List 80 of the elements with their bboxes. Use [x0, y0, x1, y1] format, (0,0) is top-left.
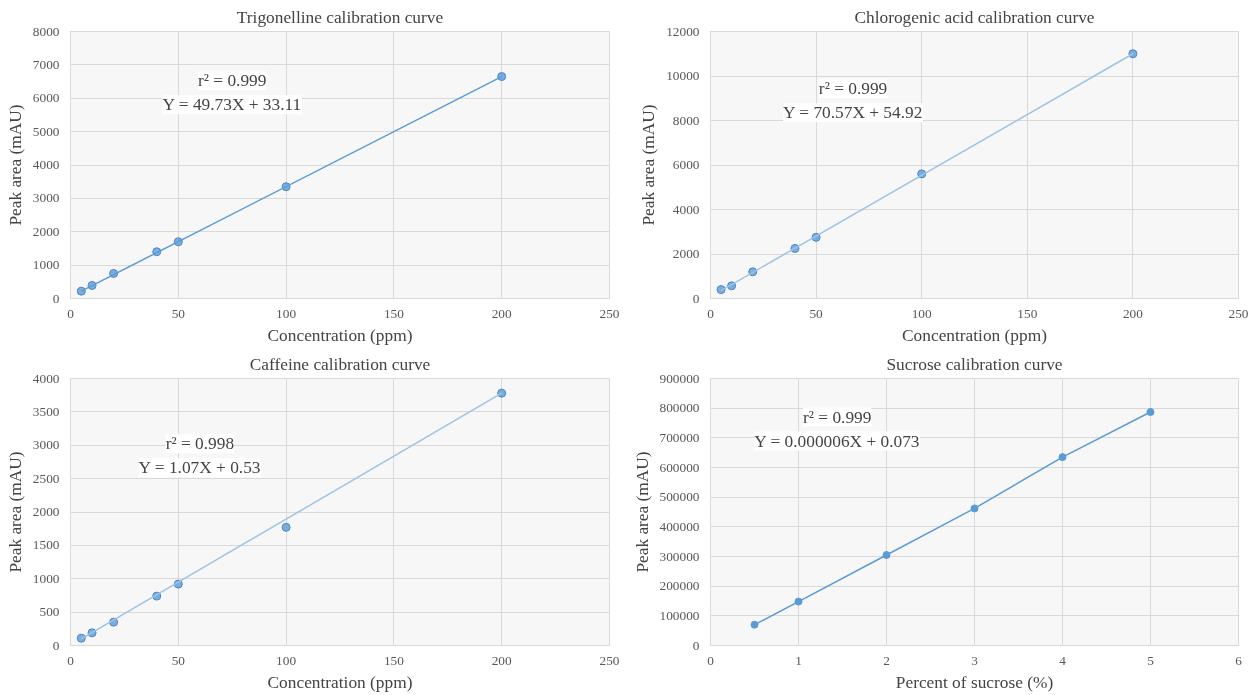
annotation: Y = 70.57X + 54.92	[783, 103, 923, 123]
chart-title: Chlorogenic acid calibration curve	[854, 7, 1095, 27]
y-tick-label: 600000	[659, 459, 700, 475]
x-axis-title: Concentration (ppm)	[267, 325, 413, 345]
x-tick-label: 200	[1122, 305, 1144, 321]
y-tick-label: 1000	[32, 570, 60, 586]
y-tick-label: 2000	[32, 504, 60, 519]
y-tick-label: 4000	[32, 157, 60, 172]
x-tick-label: 6	[1235, 652, 1243, 668]
x-tick-label: 5	[1147, 652, 1155, 668]
chart-title: Caffeine calibration curve	[249, 354, 431, 374]
x-tick-label: 150	[383, 652, 405, 668]
x-tick-label: 100	[911, 305, 933, 321]
y-tick-label: 1000	[32, 257, 60, 273]
x-tick-label: 50	[809, 305, 824, 321]
y-axis-title: Peak area (mAU)	[632, 451, 652, 573]
annotation: Y = 0.000006X + 0.073	[754, 431, 920, 451]
y-tick-label: 6000	[32, 90, 60, 106]
annotation: r² = 0.999	[803, 407, 872, 427]
y-tick-label: 8000	[672, 112, 700, 128]
x-tick-label: 250	[599, 305, 620, 321]
y-tick-label: 5000	[32, 123, 60, 139]
x-axis-title: Percent of sucrose (%)	[895, 672, 1054, 692]
x-tick-label: 200	[491, 652, 513, 668]
y-tick-label: 4000	[32, 370, 60, 386]
y-tick-label: 300000	[659, 548, 700, 564]
y-tick-label: 7000	[32, 56, 60, 72]
annotation: r² = 0.999	[818, 79, 888, 99]
y-axis-title: Peak area (mAU)	[5, 104, 25, 226]
x-tick-label: 100	[276, 652, 297, 668]
y-tick-label: 6000	[672, 157, 700, 172]
x-tick-label: 50	[171, 305, 186, 321]
x-tick-label: 2	[883, 652, 890, 668]
y-tick-label: 500	[39, 604, 60, 620]
x-tick-label: 0	[707, 305, 715, 321]
chart-title: Trigonelline calibration curve	[236, 7, 444, 27]
annotation: r² = 0.998	[165, 434, 235, 454]
y-tick-label: 100000	[659, 607, 700, 623]
x-axis-title: Concentration (ppm)	[267, 672, 413, 692]
y-tick-label: 2500	[32, 470, 60, 486]
x-tick-label: 1	[795, 652, 802, 668]
y-tick-label: 500000	[659, 489, 700, 505]
y-tick-label: 3500	[32, 403, 60, 419]
x-tick-label: 4	[1059, 652, 1067, 668]
x-tick-label: 50	[171, 652, 186, 668]
x-tick-label: 100	[276, 305, 297, 321]
y-tick-label: 0	[692, 290, 700, 306]
x-tick-label: 150	[1017, 305, 1038, 321]
x-tick-label: 3	[971, 652, 979, 668]
y-tick-label: 0	[52, 290, 60, 306]
y-tick-label: 700000	[659, 429, 700, 445]
annotation: r² = 0.999	[198, 71, 267, 91]
x-axis-title: Concentration (ppm)	[902, 325, 1048, 345]
x-tick-label: 0	[67, 305, 75, 321]
y-axis-title: Peak area (mAU)	[5, 451, 25, 573]
x-tick-label: 250	[599, 652, 620, 668]
y-tick-label: 8000	[32, 23, 60, 39]
y-tick-label: 0	[692, 637, 700, 653]
y-axis-title: Peak area (mAU)	[639, 104, 659, 226]
y-tick-label: 4000	[672, 201, 700, 217]
y-tick-label: 2000	[672, 246, 700, 261]
y-tick-label: 1500	[32, 537, 60, 553]
y-tick-label: 800000	[659, 400, 700, 416]
x-tick-label: 0	[67, 652, 75, 668]
y-tick-label: 12000	[666, 23, 700, 39]
x-tick-label: 0	[707, 652, 715, 668]
y-tick-label: 10000	[666, 68, 700, 83]
chart-title: Sucrose calibration curve	[886, 354, 1063, 374]
y-tick-label: 900000	[659, 370, 700, 386]
x-tick-label: 150	[383, 305, 405, 321]
annotation: Y = 49.73X + 33.11	[162, 95, 302, 115]
y-tick-label: 400000	[659, 518, 700, 534]
y-tick-label: 200000	[659, 578, 700, 594]
annotation: Y = 1.07X + 0.53	[138, 458, 261, 478]
y-tick-label: 0	[52, 637, 60, 653]
x-tick-label: 250	[1228, 305, 1249, 321]
y-tick-label: 2000	[32, 223, 60, 239]
y-tick-label: 3000	[32, 437, 60, 453]
y-tick-label: 3000	[32, 190, 60, 206]
x-tick-label: 200	[491, 305, 513, 321]
